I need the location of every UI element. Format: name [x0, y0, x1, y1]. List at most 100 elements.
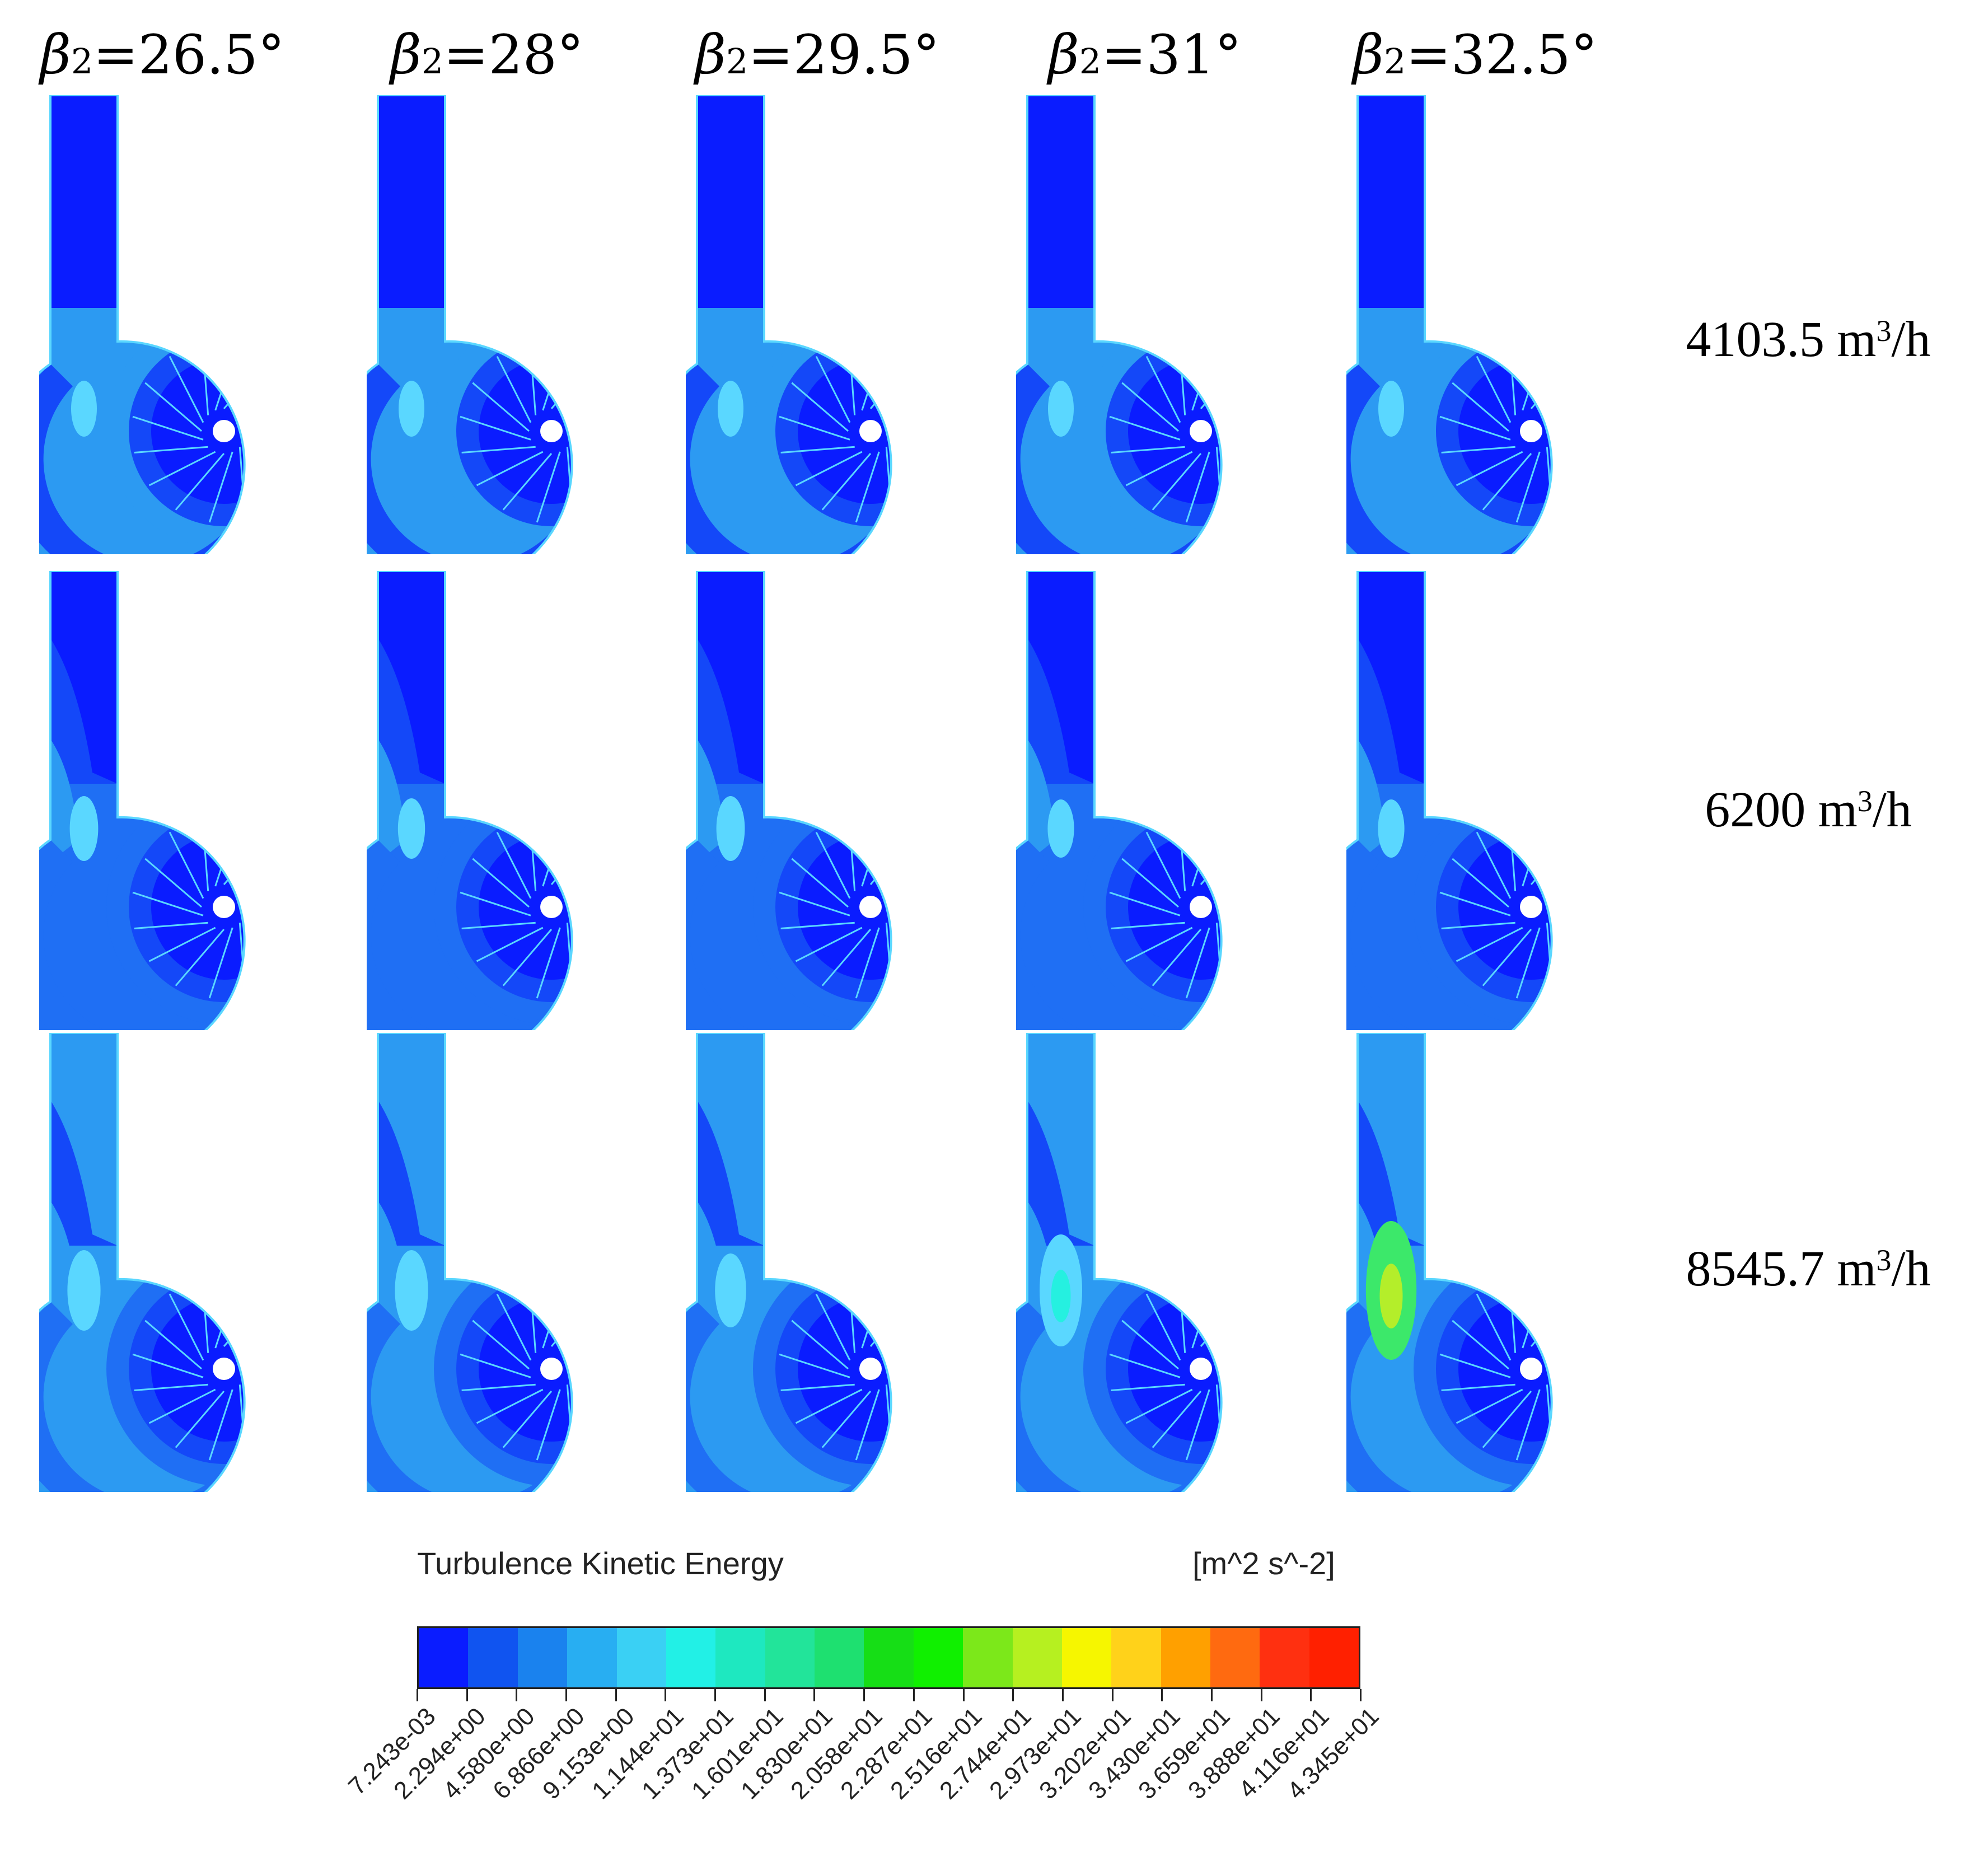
colorbar-swatch [765, 1628, 815, 1687]
beta-symbol: β [695, 24, 726, 86]
colorbar-swatch [1111, 1628, 1161, 1687]
colorbar-swatch [1210, 1628, 1260, 1687]
colorbar-swatch [715, 1628, 765, 1687]
tick-mark [962, 1689, 965, 1701]
pump-contour [39, 571, 330, 1030]
colorbar-swatch [1161, 1628, 1210, 1687]
tick-mark [665, 1689, 667, 1701]
tick-mark [1161, 1689, 1163, 1701]
colorbar [417, 1626, 1360, 1689]
beta-subscript: 2 [1383, 41, 1406, 82]
pump-contour-svg [686, 1033, 892, 1492]
flow-unit: /h [1891, 1241, 1931, 1297]
flow-value: 6200 m [1705, 782, 1858, 838]
pump-contour [367, 95, 658, 554]
pump-contour [367, 571, 658, 1030]
pump-contour [1346, 95, 1638, 554]
tick-mark [1111, 1689, 1114, 1701]
colorbar-swatch [1012, 1628, 1062, 1687]
tick-mark [466, 1689, 468, 1701]
flow-value: 8545.7 m [1686, 1241, 1877, 1297]
pump-contour [367, 1033, 658, 1492]
tick-mark [1012, 1689, 1014, 1701]
colorbar-swatch [1309, 1628, 1359, 1687]
colorbar-swatch [963, 1628, 1013, 1687]
row-flow-label: 6200 m3/h [1635, 781, 1979, 839]
colorbar-swatch [567, 1628, 617, 1687]
tick-mark [764, 1689, 766, 1701]
beta-subscript: 2 [71, 41, 93, 82]
tick-mark [863, 1689, 865, 1701]
pump-contour [686, 95, 977, 554]
tick-mark [565, 1689, 568, 1701]
colorbar-swatch [468, 1628, 518, 1687]
tick-mark [714, 1689, 717, 1701]
pump-contour-svg [39, 571, 246, 1030]
pump-contour-svg [1346, 571, 1553, 1030]
pump-contour [1016, 571, 1307, 1030]
tick-mark [913, 1689, 915, 1701]
pump-contour-svg [39, 95, 246, 554]
beta-symbol: β [1048, 24, 1079, 86]
colorbar-swatch [864, 1628, 914, 1687]
colorbar-swatch [517, 1628, 568, 1687]
beta-value: =26.5° [93, 24, 285, 86]
pump-contour [39, 1033, 330, 1492]
row-flow-label: 8545.7 m3/h [1635, 1240, 1979, 1298]
flow-unit: /h [1891, 312, 1931, 367]
beta-symbol: β [1353, 24, 1384, 86]
colorbar-swatch [616, 1628, 666, 1687]
row-flow-label: 4103.5 m3/h [1635, 311, 1979, 368]
flow-superscript: 3 [1857, 784, 1873, 818]
tick-mark [1210, 1689, 1213, 1701]
beta-value: =32.5° [1406, 24, 1598, 86]
pump-contour-svg [686, 571, 892, 1030]
pump-contour-svg [39, 1033, 246, 1492]
tick-mark [813, 1689, 816, 1701]
beta-value: =28° [443, 24, 584, 86]
beta-subscript: 2 [421, 41, 444, 82]
beta-subscript: 2 [726, 41, 748, 82]
beta-symbol: β [40, 24, 71, 86]
pump-contour [686, 571, 977, 1030]
pump-contour [1346, 1033, 1638, 1492]
pump-contour-svg [1016, 571, 1223, 1030]
tick-mark [516, 1689, 518, 1701]
colorbar-ticks: 7.243e-03 2.294e+00 4.580e+00 6.866e+00 9.15… [343, 1689, 1384, 1857]
tick-mark [1360, 1689, 1362, 1701]
pump-contour-svg [1016, 95, 1223, 554]
pump-contour-svg [367, 571, 573, 1030]
tick-mark [417, 1689, 418, 1701]
beta-value: =29.5° [748, 24, 940, 86]
beta-subscript: 2 [1079, 41, 1102, 82]
pump-contour [39, 95, 330, 554]
legend-title: Turbulence Kinetic Energy [417, 1546, 784, 1581]
pump-contour-svg [686, 95, 892, 554]
column-header: β2=32.5° [1346, 24, 1604, 86]
legend-unit: [m^2 s^-2] [1192, 1546, 1335, 1581]
colorbar-swatch [419, 1628, 469, 1687]
tick-mark [1260, 1689, 1262, 1701]
beta-value: =31° [1101, 24, 1242, 86]
colorbar-swatch [913, 1628, 963, 1687]
tick-mark [1310, 1689, 1312, 1701]
column-header: β2=29.5° [689, 24, 946, 86]
column-header: β2=26.5° [34, 24, 291, 86]
colorbar-swatch [1260, 1628, 1309, 1687]
pump-contour-svg [367, 95, 573, 554]
tick-mark [615, 1689, 617, 1701]
pump-contour [1016, 1033, 1307, 1492]
flow-value: 4103.5 m [1686, 312, 1877, 367]
beta-symbol: β [390, 24, 422, 86]
flow-unit: /h [1872, 782, 1912, 838]
tick-mark [1061, 1689, 1064, 1701]
pump-contour [1346, 571, 1638, 1030]
flow-superscript: 3 [1876, 314, 1892, 348]
pump-contour [686, 1033, 977, 1492]
colorbar-swatch [1061, 1628, 1112, 1687]
column-header: β2=31° [1016, 24, 1274, 86]
column-header: β2=28° [358, 24, 616, 86]
flow-superscript: 3 [1876, 1243, 1892, 1277]
pump-contour-svg [1346, 1033, 1553, 1492]
